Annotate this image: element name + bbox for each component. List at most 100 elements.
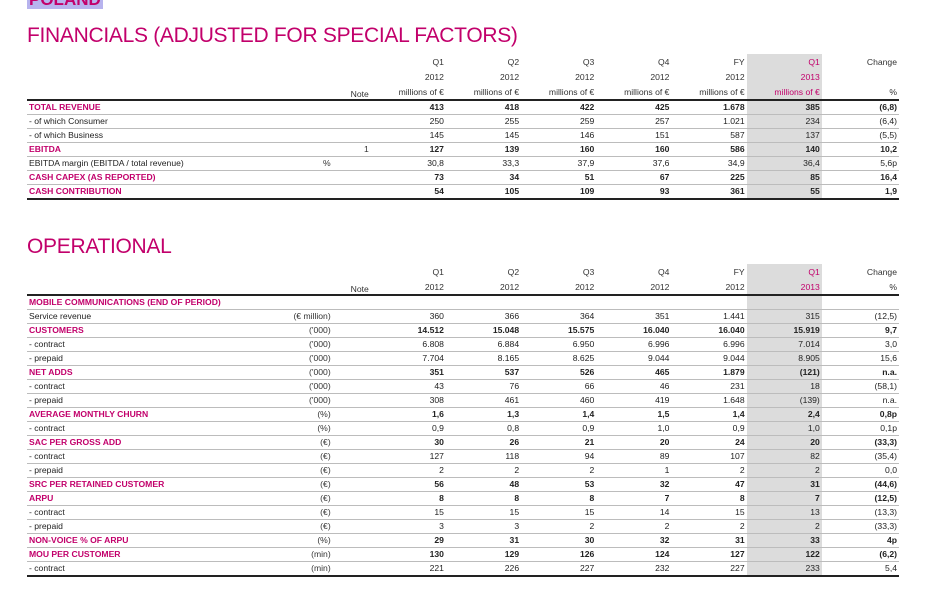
table-row: - contract (€) 127 118 94 89 107 82 (35,4) [27,449,899,464]
value-cell: 461 [445,393,522,408]
change-cell: n.a. [821,393,899,408]
change-cell: (58,1) [821,379,899,394]
value-cell: 2 [746,519,822,534]
value-cell: 259 [521,114,597,129]
change-cell: 16,4 [821,170,899,185]
value-cell: 227 [521,561,597,577]
row-unit: (€) [245,449,333,464]
country-title: POLAND [27,0,103,9]
row-note [332,309,371,324]
row-note [332,519,371,534]
value-cell: 16.040 [596,323,672,338]
value-cell: 3 [445,519,522,534]
change-cell: (13,3) [821,505,899,520]
value-cell: 351 [596,309,672,324]
col-fy-2012-unit: millions of € [671,84,747,101]
section-header-highlight-cell [746,295,822,310]
value-cell: 94 [521,449,597,464]
value-cell: 34 [445,170,522,185]
row-unit: (€) [245,505,333,520]
section-header-row: MOBILE COMMUNICATIONS (END OF PERIOD) [27,295,899,310]
row-unit: (%) [245,421,333,436]
value-cell: 34,9 [671,156,747,171]
row-note [332,449,371,464]
row-note [332,421,371,436]
value-cell: 53 [521,477,597,492]
row-unit: ('000) [245,393,333,408]
change-cell: (33,3) [821,519,899,534]
row-note [332,435,371,450]
table-row: - contract (min) 221 226 227 232 227 233 5,4 [27,561,899,577]
value-cell: 8 [521,491,597,506]
value-cell: 537 [445,365,522,380]
change-cell: 3,0 [821,337,899,352]
value-cell: 9.044 [671,351,747,366]
row-unit: (%) [245,533,333,548]
value-cell: 30 [521,533,597,548]
value-cell: 255 [445,114,522,129]
value-cell: 1,5 [596,407,672,422]
value-cell: 2 [671,519,747,534]
row-label: - contract [27,379,246,394]
change-cell: (35,4) [821,449,899,464]
value-cell: 55 [746,184,822,200]
value-cell: 586 [671,142,747,157]
value-cell: 413 [370,100,446,115]
value-cell: 14.512 [370,323,446,338]
table-row: SRC PER RETAINED CUSTOMER (€) 56 48 53 32 47 31… [27,477,899,492]
value-cell: 145 [370,128,446,143]
table-row: - prepaid (€) 3 3 2 2 2 2 (33,3) [27,519,899,534]
row-unit: (€ million) [245,309,333,324]
row-label: CASH CONTRIBUTION [27,184,246,200]
value-cell: 3 [370,519,446,534]
value-cell: 2 [671,463,747,478]
value-cell: 587 [671,128,747,143]
row-unit: (€) [245,463,333,478]
value-cell: 2 [521,463,597,478]
change-cell: (12,5) [821,491,899,506]
table-row: SAC PER GROSS ADD (€) 30 26 21 20 24 20 (33,3) [27,435,899,450]
value-cell: 526 [521,365,597,380]
value-cell: 107 [671,449,747,464]
change-cell: (6,2) [821,547,899,562]
value-cell: 73 [370,170,446,185]
value-cell: 145 [445,128,522,143]
value-cell: 8 [445,491,522,506]
section-header: MOBILE COMMUNICATIONS (END OF PERIOD) [27,295,747,310]
value-cell: 315 [746,309,822,324]
col-q2-2012-unit: millions of € [445,84,522,101]
value-cell: 2 [445,463,522,478]
value-cell: 43 [370,379,446,394]
value-cell: 127 [671,547,747,562]
value-cell: 139 [445,142,522,157]
value-cell: 418 [445,100,522,115]
value-cell: 129 [445,547,522,562]
value-cell: 366 [445,309,522,324]
value-cell: 221 [370,561,446,577]
value-cell: 250 [370,114,446,129]
value-cell: 20 [596,435,672,450]
change-cell: 0,0 [821,463,899,478]
table-row: EBITDA margin (EBITDA / total revenue)% 3… [27,156,899,171]
value-cell: 160 [521,142,597,157]
row-note [332,170,371,185]
value-cell: 36,4 [746,156,822,171]
row-label: - prepaid [27,393,246,408]
row-note [332,156,371,171]
value-cell: 31 [671,533,747,548]
value-cell: 422 [521,100,597,115]
row-note [332,547,371,562]
value-cell: 15 [445,505,522,520]
change-cell: 5,6p [821,156,899,171]
table-row: CUSTOMERS ('000) 14.512 15.048 15.575 16.040 1… [27,323,899,338]
value-cell: 1,3 [445,407,522,422]
value-cell: 33,3 [445,156,522,171]
op-col-fy-2012-period: FY [733,266,745,277]
table-row: - contract ('000) 6.808 6.884 6.950 6.996 6.99… [27,337,899,352]
col-q2-2012-period: Q2 [507,56,520,67]
op-col-q3-2012-year: 2012 [521,279,597,296]
row-label: EBITDA margin (EBITDA / total revenue) [27,156,246,171]
col-change-sub [822,69,899,84]
row-unit: ('000) [245,379,333,394]
value-cell: 20 [746,435,822,450]
